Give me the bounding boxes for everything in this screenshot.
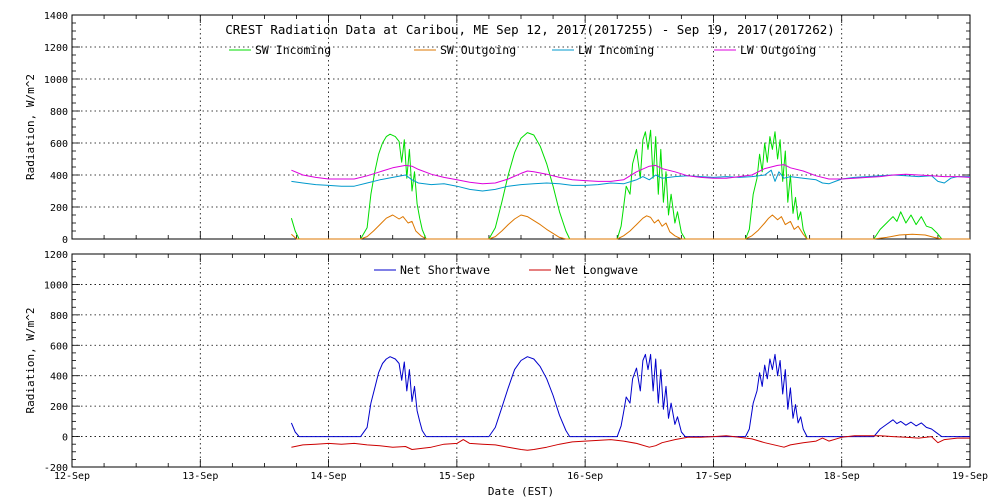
series-line-net-longwave [291, 435, 970, 451]
x-tick-label: 17-Sep [695, 471, 731, 482]
chart-title: CREST Radiation Data at Caribou, ME Sep … [225, 22, 835, 37]
legend-label-lw-outgoing: LW Outgoing [740, 43, 816, 57]
series-line-sw-incoming [290, 129, 970, 240]
bottom-panel: -200 0 200 400 600 800 1000 1200 12-Sep 13-Sep 14-… [24, 250, 988, 498]
legend-label-lw-incoming: LW Incoming [578, 43, 654, 57]
x-tick-label: 14-Sep [311, 471, 347, 482]
y-tick-label: 1400 [44, 11, 68, 22]
top-panel: 0 200 400 600 800 1000 1200 1400 Radiation, W/m^… [24, 11, 971, 246]
legend-label-sw-outgoing: SW Outgoing [440, 43, 516, 57]
tick-marks [71, 14, 971, 240]
legend-label-net-shortwave: Net Shortwave [400, 263, 490, 277]
y-tick-label: 0 [62, 235, 68, 246]
series-line-lw-incoming [291, 169, 970, 192]
y-tick-label: 1000 [44, 75, 68, 86]
y-tick-label: 600 [50, 341, 68, 352]
grid-lines [72, 15, 970, 239]
x-tick-label: 18-Sep [824, 471, 860, 482]
y-axis-label: Radiation, W/m^2 [24, 308, 37, 414]
y-tick-label: 400 [50, 372, 68, 383]
y-tick-label: 0 [62, 433, 68, 444]
y-tick-label: -200 [44, 463, 68, 474]
y-tick-label: 400 [50, 171, 68, 182]
y-tick-label: 200 [50, 203, 68, 214]
y-tick-label: 1200 [44, 250, 68, 261]
x-tick-label: 15-Sep [439, 471, 475, 482]
y-tick-label: 200 [50, 402, 68, 413]
y-tick-label: 800 [50, 107, 68, 118]
y-tick-label: 800 [50, 311, 68, 322]
x-tick-label: 13-Sep [182, 471, 218, 482]
series-line-lw-outgoing [291, 164, 971, 185]
tick-marks [71, 253, 971, 468]
legend: SW Incoming SW Outgoing LW Incoming LW Outg… [229, 43, 816, 57]
x-tick-label: 12-Sep [54, 471, 90, 482]
plot-frame [71, 14, 971, 240]
legend: Net Shortwave Net Longwave [374, 263, 638, 277]
series-line-net-shortwave [290, 353, 970, 438]
x-tick-label: 19-Sep [952, 471, 988, 482]
x-tick-label: 16-Sep [567, 471, 603, 482]
y-axis-label: Radiation, W/m^2 [24, 74, 37, 180]
legend-label-sw-incoming: SW Incoming [255, 43, 331, 57]
y-tick-label: 600 [50, 139, 68, 150]
y-tick-label: 1000 [44, 280, 68, 291]
series-line-sw-outgoing [291, 214, 970, 240]
legend-label-net-longwave: Net Longwave [555, 263, 638, 277]
y-tick-label: 1200 [44, 43, 68, 54]
x-axis-label: Date (EST) [488, 485, 554, 498]
